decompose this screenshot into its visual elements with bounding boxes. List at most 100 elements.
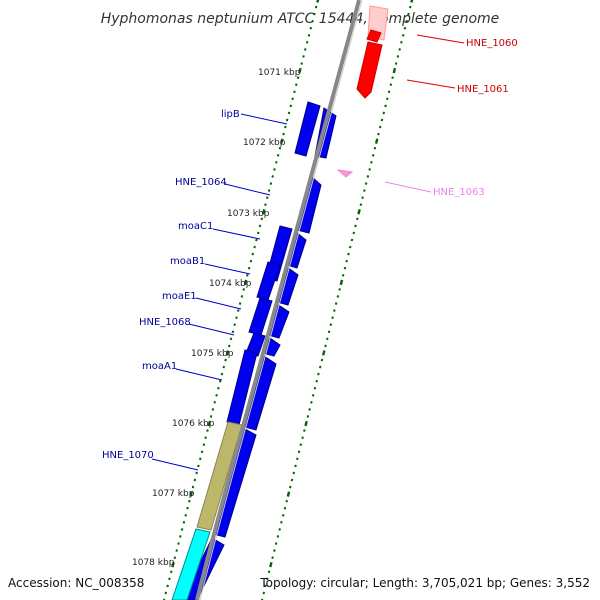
inner-tick-3 [405, 19, 408, 23]
genome-backbone-highlight [199, 0, 363, 600]
outer-tick-27 [267, 189, 271, 192]
outer-tick-30 [261, 209, 266, 215]
inner-tick-2 [407, 12, 410, 16]
inner-tick-15 [384, 104, 387, 108]
outer-tick-73 [184, 513, 187, 517]
outer-tick-16 [287, 111, 291, 115]
inner-tick-59 [306, 415, 310, 418]
tick-label-1071: 1071 kbp [258, 68, 301, 78]
outer-tick-69 [191, 485, 195, 489]
inner-tick-38 [343, 266, 347, 270]
outer-tick-26 [269, 182, 273, 185]
inner-tick-24 [368, 168, 371, 171]
gene-label-lipB[interactable]: lipB [221, 109, 240, 120]
inner-tick-29 [359, 203, 363, 207]
gene-label-HNE_1070[interactable]: HNE_1070 [102, 450, 154, 461]
gene-label-HNE_1060[interactable]: HNE_1060 [466, 38, 518, 49]
cds-HNE_1063[interactable] [336, 169, 354, 178]
outer-tick-76 [179, 535, 182, 538]
outer-tick-62 [204, 436, 207, 439]
inner-tick-8 [396, 55, 400, 58]
outer-tick-77 [177, 542, 180, 545]
gene-label-moaB1[interactable]: moaB1 [170, 256, 205, 267]
inner-tick-70 [286, 491, 291, 497]
inner-tick-35 [348, 245, 352, 249]
inner-tick-50 [321, 350, 326, 356]
inner-tick-85 [260, 598, 264, 600]
tick-label-1077: 1077 kbp [152, 489, 195, 499]
outer-tick-21 [278, 146, 282, 150]
outer-tick-32 [258, 224, 262, 228]
outer-tick-56 [215, 393, 218, 397]
outer-tick-78 [175, 549, 178, 552]
inner-tick-51 [320, 358, 324, 362]
inner-tick-55 [313, 386, 317, 390]
outer-tick-71 [188, 499, 191, 503]
feature-khaki[interactable] [196, 421, 243, 531]
outer-tick-54 [218, 379, 222, 383]
inner-tick-63 [299, 443, 303, 447]
inner-tick-80 [269, 561, 273, 568]
outer-tick-14 [291, 97, 294, 101]
inner-tick-56 [311, 393, 315, 397]
outer-tick-83 [166, 584, 169, 588]
inner-tick-62 [301, 436, 304, 439]
outer-tick-12 [295, 83, 298, 87]
inner-tick-46 [329, 323, 333, 327]
tick-label-1076: 1076 kbp [172, 419, 215, 429]
outer-tick-9 [300, 62, 303, 65]
outer-tick-7 [304, 48, 307, 51]
inner-tick-36 [347, 252, 350, 256]
outer-tick-45 [235, 316, 238, 319]
gene-label-HNE_1064[interactable]: HNE_1064 [175, 177, 227, 188]
outer-tick-53 [220, 372, 224, 376]
outer-tick-75 [180, 528, 184, 531]
gene-label-HNE_1063[interactable]: HNE_1063 [433, 187, 485, 198]
outer-tick-17 [285, 118, 289, 122]
outer-tick-48 [229, 337, 233, 341]
feature-cyan[interactable] [171, 528, 211, 600]
outer-tick-51 [224, 358, 227, 362]
outer-tick-28 [266, 196, 269, 199]
outer-tick-79 [173, 556, 177, 559]
inner-tick-43 [334, 302, 338, 305]
outer-tick-37 [249, 259, 253, 263]
outer-tick-10 [298, 67, 302, 74]
outer-tick-60 [207, 420, 212, 427]
outer-tick-67 [195, 471, 198, 475]
map-title: Hyphomonas neptunium ATCC 15444, complet… [101, 11, 500, 27]
gene-label-moaC1[interactable]: moaC1 [178, 221, 213, 232]
outer-tick-80 [171, 561, 175, 568]
gene-label-moaA1[interactable]: moaA1 [142, 361, 177, 372]
outer-tick-0 [316, 0, 320, 3]
inner-tick-74 [280, 521, 283, 524]
gene-label-HNE_1068[interactable]: HNE_1068 [139, 317, 191, 328]
outer-tick-40 [243, 279, 248, 286]
cds-HNE_1061[interactable] [356, 41, 383, 99]
cds-lipB-a[interactable] [294, 101, 321, 157]
topology-text: Topology: circular; Length: 3,705,021 bp… [259, 576, 590, 590]
inner-tick-39 [341, 273, 345, 277]
outer-tick-23 [275, 161, 278, 164]
inner-tick-42 [336, 295, 340, 298]
outer-tick-38 [247, 266, 251, 270]
gene-label-moaE1[interactable]: moaE1 [162, 291, 197, 302]
cds-HNE_1060[interactable] [366, 29, 382, 43]
outer-tick-36 [251, 252, 255, 256]
genome-backbone [195, 0, 361, 600]
inner-tick-66 [294, 464, 297, 468]
inner-tick-78 [273, 549, 276, 552]
inner-tick-76 [276, 535, 280, 538]
outer-tick-65 [198, 457, 202, 461]
outer-tick-66 [197, 464, 200, 468]
outer-tick-85 [162, 598, 166, 600]
inner-tick-73 [281, 513, 285, 517]
inner-tick-7 [398, 48, 401, 51]
inner-tick-33 [352, 231, 356, 235]
outer-tick-33 [256, 231, 260, 235]
gene-label-HNE_1061[interactable]: HNE_1061 [457, 84, 509, 95]
cds-HNE_1068[interactable] [245, 332, 266, 357]
outer-tick-11 [296, 76, 300, 79]
inner-tick-49 [324, 344, 327, 348]
